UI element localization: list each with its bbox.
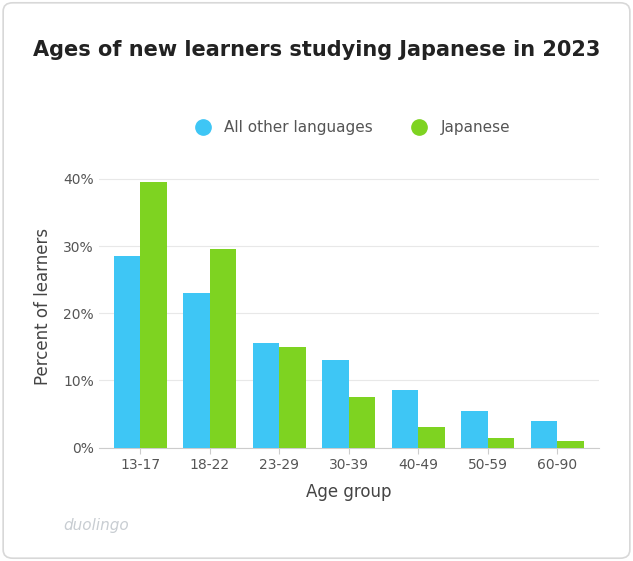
Bar bbox=[184, 293, 210, 448]
X-axis label: Age group: Age group bbox=[306, 483, 392, 501]
Text: duolingo: duolingo bbox=[63, 518, 129, 533]
Bar bbox=[114, 256, 141, 448]
Bar bbox=[349, 397, 375, 448]
Bar bbox=[322, 360, 349, 448]
Legend: All other languages, Japanese: All other languages, Japanese bbox=[182, 114, 516, 141]
Bar bbox=[141, 182, 167, 448]
Bar bbox=[488, 438, 514, 448]
Bar bbox=[279, 347, 306, 448]
Bar bbox=[557, 441, 584, 448]
Y-axis label: Percent of learners: Percent of learners bbox=[34, 228, 52, 385]
Bar bbox=[531, 421, 557, 448]
Bar bbox=[210, 250, 236, 448]
Bar bbox=[418, 427, 445, 448]
Bar bbox=[392, 390, 418, 448]
Bar bbox=[461, 411, 488, 448]
Bar bbox=[253, 343, 279, 448]
Text: Ages of new learners studying Japanese in 2023: Ages of new learners studying Japanese i… bbox=[33, 40, 600, 61]
